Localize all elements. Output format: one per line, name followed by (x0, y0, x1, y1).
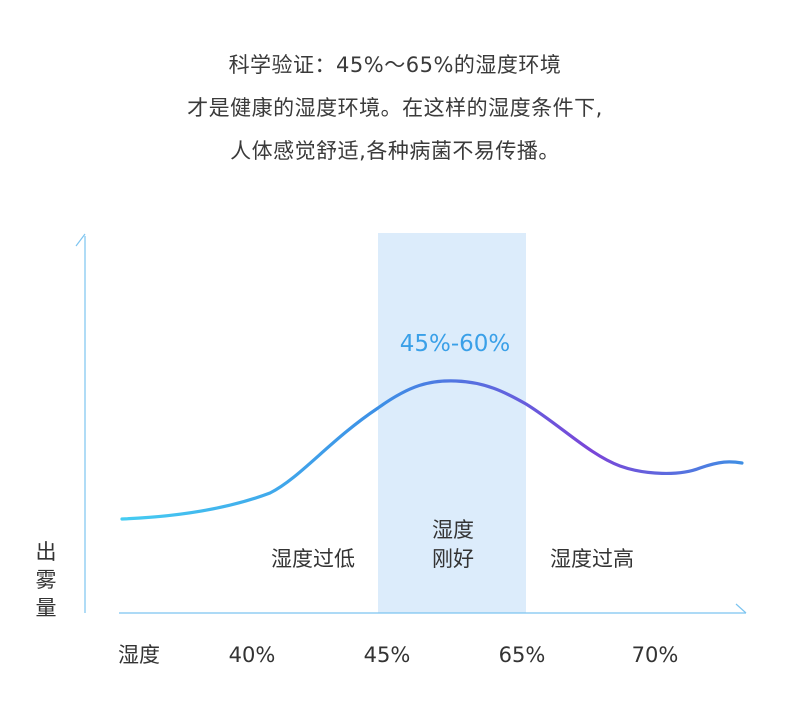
x-tick-label: 70% (632, 643, 679, 667)
mist-output-curve (120, 379, 744, 521)
x-axis-arrow-icon (735, 603, 747, 614)
zone-low-label: 湿度过低 (271, 547, 355, 571)
y-axis-arrow-icon (75, 233, 86, 247)
x-tick-label: 65% (499, 643, 546, 667)
intro-text: 科学验证：45%～65%的湿度环境 才是健康的湿度环境。在这样的湿度条件下, 人… (0, 44, 790, 173)
ideal-humidity-band (378, 233, 526, 613)
intro-line-1: 科学验证：45%～65%的湿度环境 (228, 53, 562, 77)
zone-ideal-label-line1: 湿度 (432, 518, 474, 542)
band-range-label: 45%-60% (400, 331, 511, 357)
zone-ideal-label-line2: 刚好 (432, 547, 474, 571)
y-axis-label-char: 量 (36, 596, 57, 620)
intro-line-2: 才是健康的湿度环境。在这样的湿度条件下, (187, 96, 603, 120)
x-axis-label: 湿度 (118, 643, 160, 667)
y-axis-label-char: 出 (36, 540, 57, 564)
x-tick-label: 40% (229, 643, 276, 667)
x-axis-ticks: 40% 45% 65% 70% (229, 643, 679, 667)
zone-high-label: 湿度过高 (550, 547, 634, 571)
intro-line-3: 人体感觉舒适,各种病菌不易传播。 (230, 139, 560, 163)
y-axis-label-char: 雾 (36, 568, 57, 592)
y-axis-label: 出雾量 (36, 540, 57, 620)
x-tick-label: 45% (364, 643, 411, 667)
